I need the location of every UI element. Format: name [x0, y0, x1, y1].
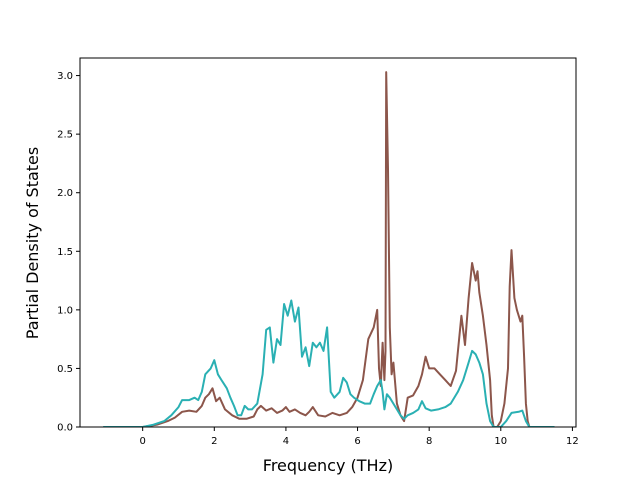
x-tick-label: 10 — [494, 436, 507, 447]
y-tick-label: 0.0 — [57, 423, 73, 434]
x-tick-label: 2 — [211, 436, 217, 447]
y-tick-label: 1.5 — [57, 247, 73, 258]
y-axis-label: Partial Density of States — [23, 147, 42, 339]
x-tick-label: 6 — [354, 436, 360, 447]
x-tick-label: 12 — [566, 436, 579, 447]
series-line-1 — [103, 71, 555, 427]
x-axis-label: Frequency (THz) — [263, 456, 393, 475]
plot-area — [103, 71, 555, 427]
y-tick-label: 1.0 — [57, 305, 73, 316]
y-tick-label: 0.5 — [57, 364, 73, 375]
y-tick-label: 3.0 — [57, 71, 73, 82]
x-tick-label: 4 — [283, 436, 289, 447]
x-tick-label: 0 — [139, 436, 145, 447]
x-tick-label: 8 — [426, 436, 432, 447]
x-axis-ticks: 0 2 4 6 8 10 12 — [139, 427, 579, 447]
y-tick-label: 2.0 — [57, 188, 73, 199]
series-line-2 — [103, 299, 555, 427]
y-tick-label: 2.5 — [57, 130, 73, 141]
axes-frame — [79, 57, 577, 428]
y-axis-ticks: 0.0 0.5 1.0 1.5 2.0 2.5 3.0 — [57, 71, 80, 434]
